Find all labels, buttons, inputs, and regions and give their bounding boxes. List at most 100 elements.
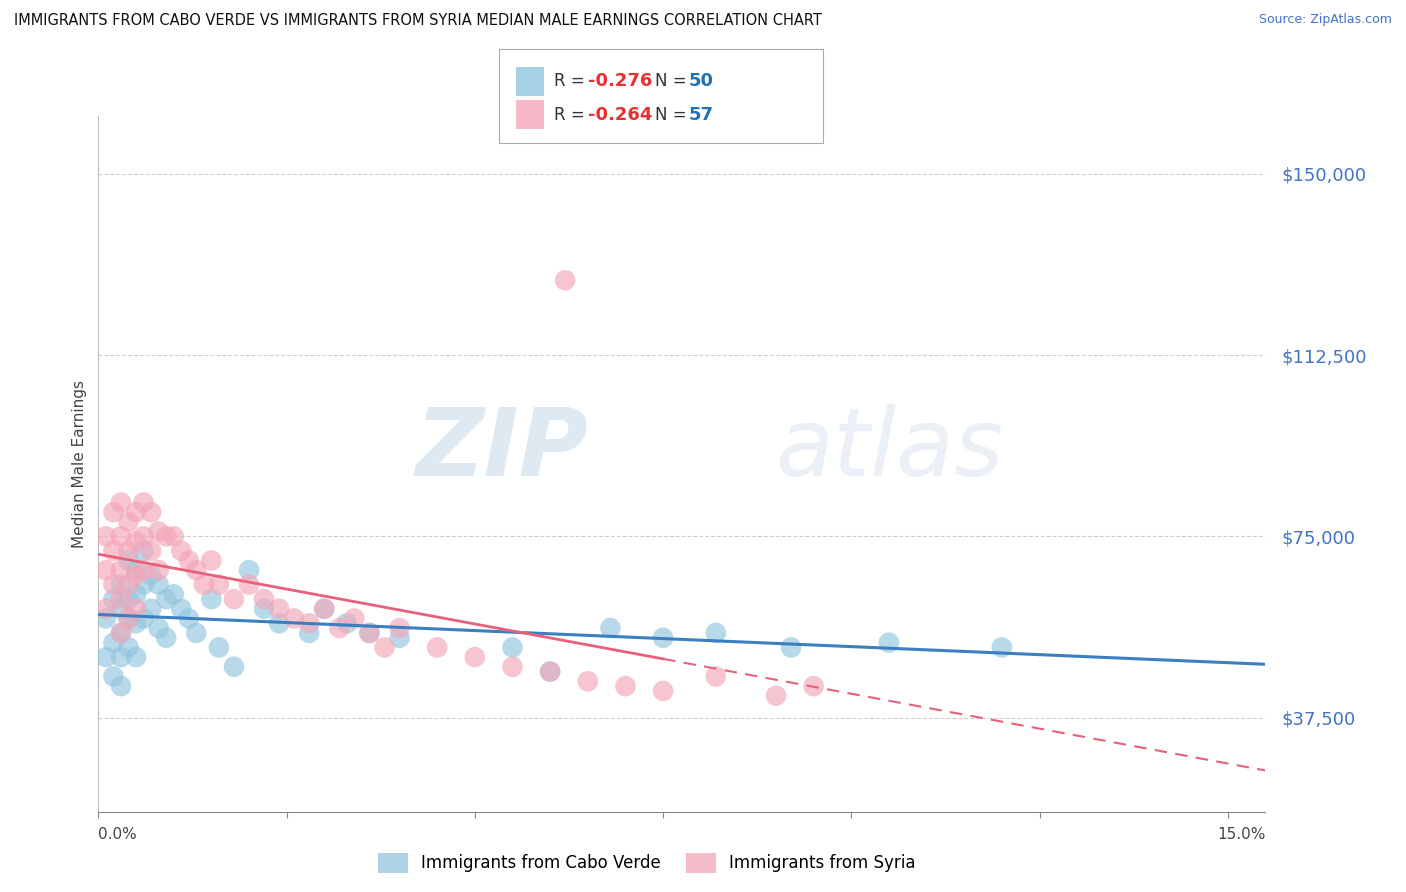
Point: [652, 631, 675, 645]
Point: [877, 635, 900, 649]
Point: [283, 611, 305, 625]
Point: [103, 577, 125, 591]
Point: [117, 640, 139, 655]
Point: [148, 621, 170, 635]
Point: [94, 650, 117, 665]
Point: [125, 505, 148, 519]
Point: [208, 640, 231, 655]
Point: [238, 563, 260, 577]
Point: [343, 611, 366, 625]
Point: [117, 577, 139, 591]
Point: [186, 563, 208, 577]
Point: [238, 577, 260, 591]
Point: [208, 577, 231, 591]
Point: [163, 587, 186, 601]
Point: [110, 577, 132, 591]
Point: [314, 602, 336, 616]
Text: N =: N =: [655, 105, 692, 123]
Point: [373, 640, 395, 655]
Point: [269, 602, 291, 616]
Point: [117, 611, 139, 625]
Point: [177, 553, 200, 567]
Point: [110, 529, 132, 543]
Point: [502, 640, 524, 655]
Point: [652, 684, 675, 698]
Point: [94, 563, 117, 577]
Point: [132, 529, 155, 543]
Point: [103, 505, 125, 519]
Point: [538, 665, 561, 679]
Point: [125, 616, 148, 631]
Point: [110, 626, 132, 640]
Point: [103, 635, 125, 649]
Point: [125, 534, 148, 549]
Point: [222, 592, 245, 607]
Legend: Immigrants from Cabo Verde, Immigrants from Syria: Immigrants from Cabo Verde, Immigrants f…: [371, 847, 922, 880]
Point: [110, 602, 132, 616]
Point: [94, 611, 117, 625]
Point: [117, 515, 139, 529]
Point: [155, 529, 177, 543]
Point: [139, 543, 162, 558]
Point: [200, 553, 222, 567]
Point: [614, 679, 637, 693]
Point: [170, 543, 193, 558]
Point: [94, 602, 117, 616]
Point: [554, 273, 576, 287]
Point: [94, 529, 117, 543]
Point: [269, 616, 291, 631]
Point: [110, 679, 132, 693]
Text: 57: 57: [689, 105, 714, 123]
Point: [186, 626, 208, 640]
Point: [132, 495, 155, 509]
Text: 50: 50: [689, 72, 714, 90]
Point: [110, 650, 132, 665]
Point: [314, 602, 336, 616]
Point: [704, 669, 727, 683]
Point: [125, 602, 148, 616]
Text: 15.0%: 15.0%: [1218, 827, 1265, 841]
Point: [148, 563, 170, 577]
Point: [139, 602, 162, 616]
Point: [155, 631, 177, 645]
Text: 0.0%: 0.0%: [98, 827, 138, 841]
Text: ZIP: ZIP: [416, 404, 589, 496]
Point: [139, 505, 162, 519]
Point: [388, 621, 411, 635]
Point: [132, 611, 155, 625]
Text: IMMIGRANTS FROM CABO VERDE VS IMMIGRANTS FROM SYRIA MEDIAN MALE EARNINGS CORRELA: IMMIGRANTS FROM CABO VERDE VS IMMIGRANTS…: [14, 13, 823, 29]
Point: [426, 640, 449, 655]
Point: [132, 563, 155, 577]
Point: [155, 592, 177, 607]
Point: [110, 563, 132, 577]
Point: [170, 602, 193, 616]
Point: [148, 524, 170, 539]
Point: [502, 660, 524, 674]
Point: [125, 563, 148, 577]
Point: [538, 665, 561, 679]
Point: [125, 650, 148, 665]
Point: [298, 616, 321, 631]
Point: [117, 553, 139, 567]
Point: [132, 543, 155, 558]
Point: [163, 529, 186, 543]
Point: [117, 592, 139, 607]
Point: [253, 592, 276, 607]
Point: [704, 626, 727, 640]
Point: [193, 577, 215, 591]
Point: [328, 621, 350, 635]
Point: [359, 626, 381, 640]
Point: [780, 640, 803, 655]
Point: [576, 674, 599, 689]
Point: [125, 587, 148, 601]
Text: Source: ZipAtlas.com: Source: ZipAtlas.com: [1258, 13, 1392, 27]
Point: [599, 621, 621, 635]
Point: [388, 631, 411, 645]
Point: [991, 640, 1014, 655]
Point: [359, 626, 381, 640]
Point: [253, 602, 276, 616]
Point: [139, 568, 162, 582]
Point: [110, 626, 132, 640]
Point: [103, 543, 125, 558]
Point: [103, 669, 125, 683]
